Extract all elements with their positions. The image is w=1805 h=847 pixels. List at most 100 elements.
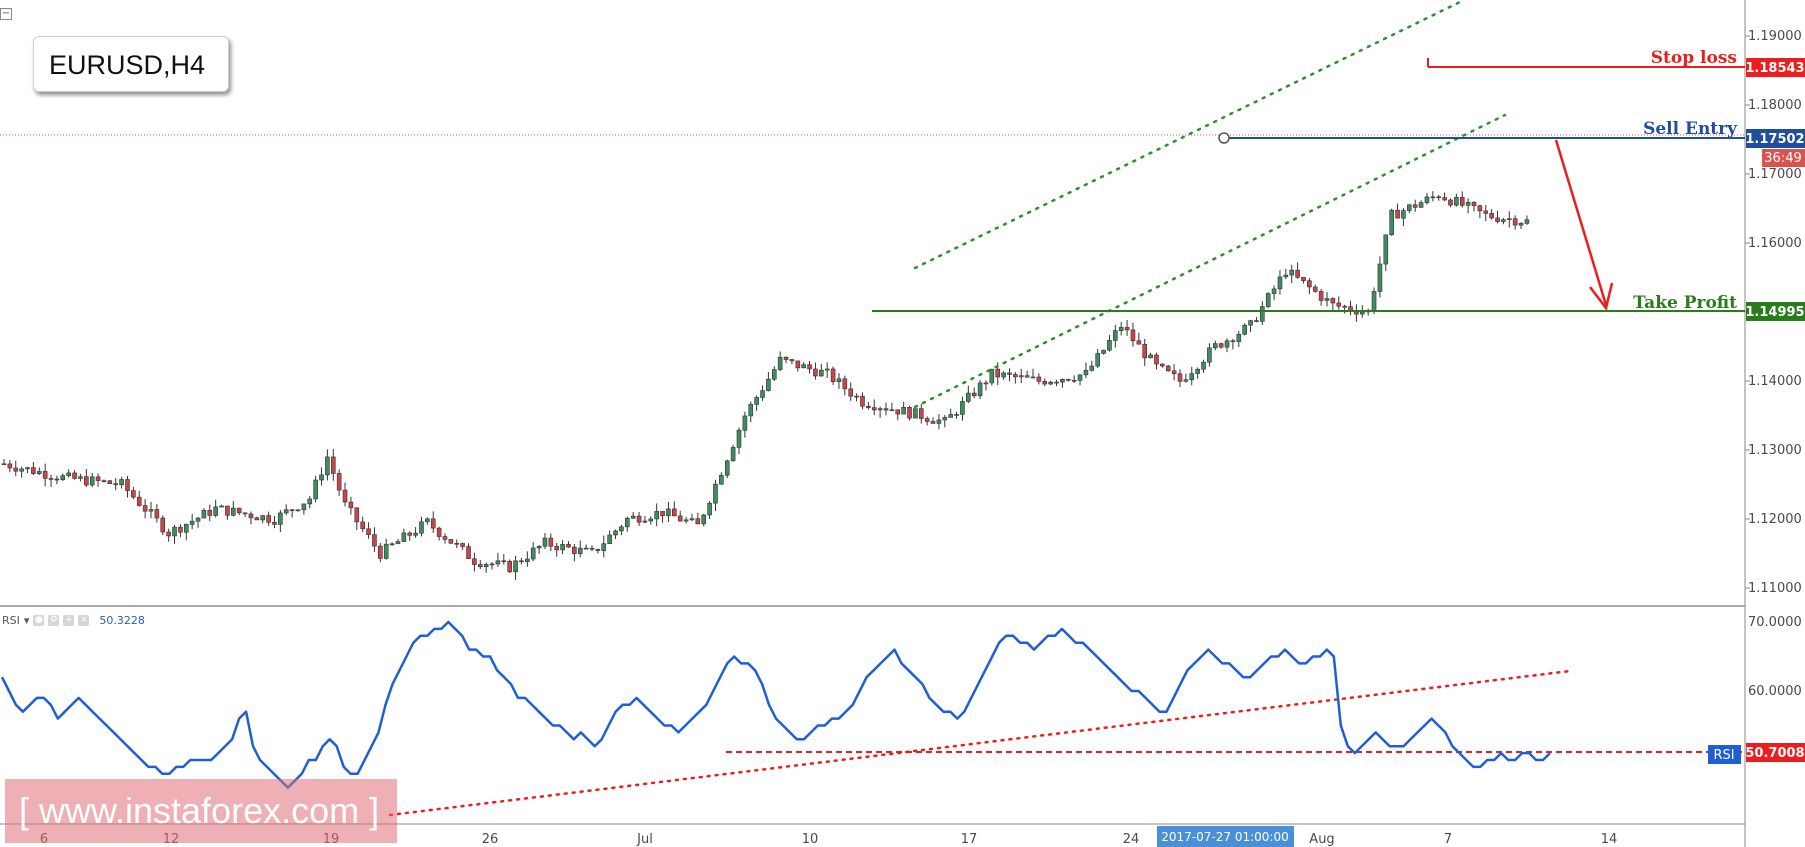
candle-body — [278, 512, 283, 525]
candle-body — [754, 397, 759, 405]
chevron-down-icon[interactable]: ▾ — [23, 614, 30, 627]
candle-body — [801, 364, 806, 369]
candle-body — [354, 507, 360, 523]
candle-body — [1136, 340, 1142, 345]
candle-body — [207, 510, 213, 516]
price-tick-label: 1.13000 — [1748, 443, 1802, 458]
candle-body — [836, 378, 842, 382]
candle-body — [1389, 209, 1394, 236]
candle-body — [266, 515, 271, 523]
candle-body — [866, 405, 871, 408]
candle-body — [1060, 379, 1065, 383]
candle-body — [154, 509, 160, 519]
rsi-tick-label: 60.0000 — [1748, 684, 1802, 699]
candle-body — [72, 472, 77, 479]
candle-body — [595, 548, 601, 551]
candle-body — [1401, 210, 1406, 219]
collapse-square-icon[interactable]: − — [0, 8, 12, 20]
candle-body — [125, 479, 130, 491]
candle-body — [636, 515, 642, 523]
candle-body — [325, 456, 330, 476]
candle-body — [448, 539, 454, 544]
candle-body — [383, 543, 389, 559]
candle-body — [795, 360, 801, 369]
candle-body — [307, 498, 313, 505]
candle-body — [1183, 379, 1189, 382]
candle-body — [525, 558, 530, 563]
candle-body — [907, 406, 912, 419]
candle-body — [1113, 330, 1118, 341]
candle-body — [771, 369, 777, 380]
candle-body — [1359, 311, 1365, 315]
candle-body — [1083, 370, 1089, 376]
candle-body — [119, 479, 124, 486]
candle-body — [395, 541, 401, 545]
candle-body — [1506, 218, 1512, 221]
candle-body — [989, 368, 995, 384]
plus-icon[interactable]: + — [63, 615, 75, 626]
candle-body — [1436, 196, 1442, 199]
candle-body — [495, 560, 501, 565]
candle-body — [601, 543, 607, 551]
candle-body — [348, 501, 354, 509]
candle-body — [719, 474, 724, 485]
candle-body — [530, 547, 536, 560]
price-tick-label: 1.16000 — [1748, 236, 1802, 251]
candle-body — [342, 489, 348, 503]
candle-body — [213, 506, 218, 516]
candle-body — [1248, 320, 1253, 326]
rsi-legend-value: 50.3228 — [99, 614, 145, 627]
candle-body — [730, 447, 736, 462]
candle-body — [942, 417, 948, 421]
candle-body — [148, 509, 154, 512]
time-tick-label: 10 — [802, 832, 819, 847]
candle-body — [1501, 219, 1506, 222]
candle-body — [1289, 269, 1295, 276]
candle-body — [425, 518, 430, 523]
time-tick-label: 17 — [961, 832, 978, 847]
sell-entry-tag-text: 1.17502 — [1745, 132, 1804, 147]
candle-body — [1524, 219, 1530, 224]
close-icon[interactable]: × — [78, 615, 90, 626]
candle-body — [1030, 376, 1036, 379]
candle-body — [901, 406, 906, 415]
candle-body — [689, 518, 695, 521]
candle-body — [1101, 349, 1106, 354]
price-tick-label: 1.11000 — [1748, 581, 1802, 596]
candle-body — [924, 418, 930, 422]
candle-body — [254, 517, 260, 521]
candle-body — [1218, 343, 1224, 348]
candle-body — [1295, 269, 1300, 278]
candle-body — [360, 521, 365, 530]
sell-entry-anchor[interactable] — [1218, 132, 1230, 144]
candle-body — [642, 520, 648, 523]
candle-body — [766, 378, 771, 391]
candle-body — [195, 517, 201, 522]
candle-body — [1160, 363, 1165, 367]
candle-body — [1307, 280, 1312, 288]
candle-body — [19, 468, 24, 472]
rsi-trendline — [388, 669, 1572, 817]
price-tick-label: 1.12000 — [1748, 512, 1802, 527]
candle-body — [225, 505, 230, 516]
gear-icon[interactable]: ⚙ — [48, 615, 60, 626]
candle-body — [1301, 276, 1306, 282]
candle-body — [648, 518, 654, 522]
candle-body — [660, 511, 665, 517]
candle-body — [1418, 202, 1424, 208]
watermark: [ www.instaforex.com ] — [5, 779, 397, 843]
take-profit-label: Take Profit — [1633, 293, 1737, 313]
time-tick-label: 7 — [1444, 832, 1452, 847]
candle-body — [1230, 340, 1236, 343]
candle-body — [848, 388, 854, 397]
candle-body — [1236, 333, 1242, 342]
candlestick-series — [1, 191, 1530, 580]
candle-body — [95, 476, 101, 481]
candle-body — [1, 463, 7, 466]
candle-body — [442, 536, 448, 540]
eye-icon[interactable]: ● — [33, 615, 45, 626]
candle-body — [1154, 354, 1159, 365]
candle-body — [813, 368, 818, 377]
stop-loss-tag — [1746, 58, 1805, 77]
candle-body — [1495, 217, 1500, 222]
